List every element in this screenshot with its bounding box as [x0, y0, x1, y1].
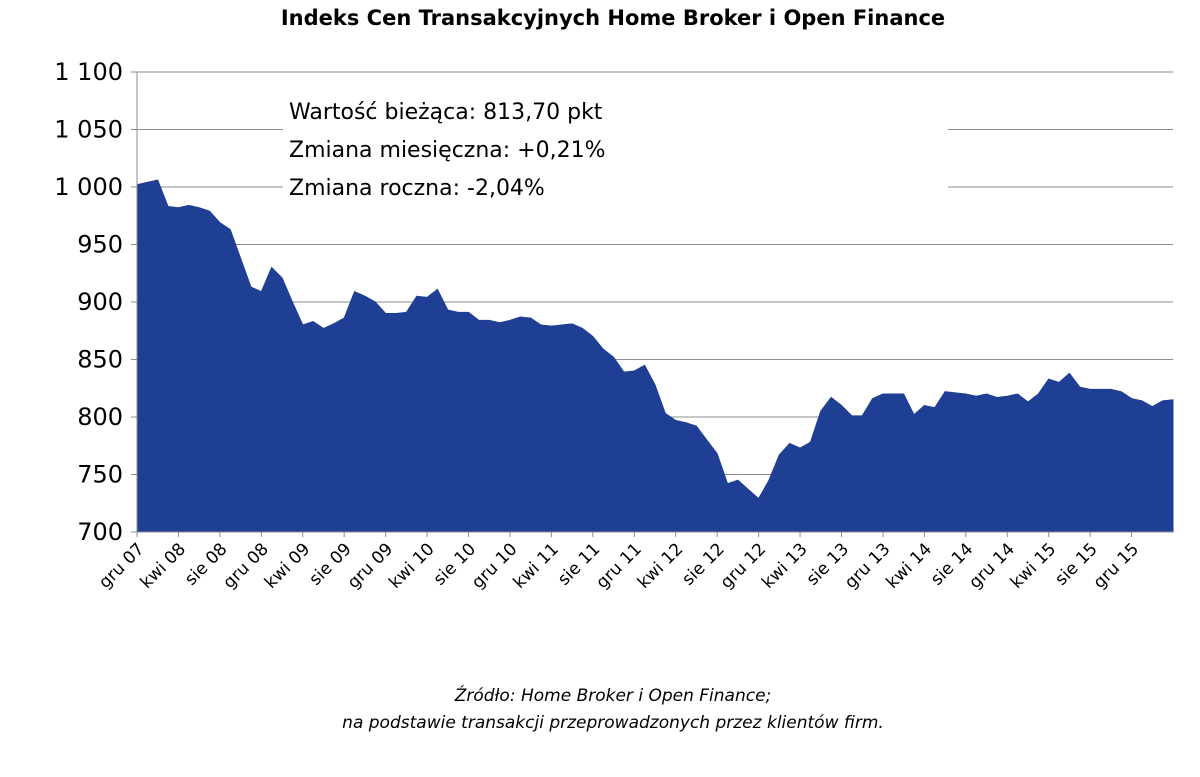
x-tick-label: gru 11 — [592, 539, 645, 592]
x-tick-label: kwi 14 — [882, 539, 935, 592]
x-tick-label: gru 12 — [717, 539, 770, 592]
area-series — [136, 179, 1174, 533]
source-note: Źródło: Home Broker i Open Finance; na p… — [0, 683, 1200, 737]
current-value-annotation: Wartość bieżąca: 813,70 pkt — [289, 100, 603, 125]
x-tick-label: gru 08 — [219, 539, 272, 592]
x-tick-label: gru 13 — [841, 539, 894, 592]
x-tick-label: kwi 09 — [261, 539, 314, 592]
x-tick-label: kwi 12 — [634, 539, 687, 592]
y-tick-label: 1 100 — [54, 58, 123, 86]
x-tick-label: gru 10 — [468, 539, 521, 592]
x-tick-label: gru 09 — [344, 539, 397, 592]
x-tick-label: gru 14 — [965, 539, 1018, 592]
x-tick-label: kwi 15 — [1007, 539, 1060, 592]
axes — [131, 71, 1173, 537]
source-line-2: na podstawie transakcji przeprowadzonych… — [342, 713, 884, 733]
y-axis-labels: 700 750 800 850 900 950 1 000 1 050 1 100 — [54, 58, 123, 546]
x-tick-label: gru 07 — [95, 539, 148, 592]
monthly-change-annotation: Zmiana miesięczna: +0,21% — [289, 138, 606, 163]
y-tick-label: 850 — [77, 346, 123, 374]
y-tick-label: 950 — [77, 231, 123, 259]
x-tick-label: kwi 08 — [137, 539, 190, 592]
annotation-background — [283, 88, 948, 212]
x-tick-label: kwi 10 — [385, 539, 438, 592]
chart-title: Indeks Cen Transakcyjnych Home Broker i … — [280, 6, 946, 30]
x-tick-label: kwi 13 — [758, 539, 811, 592]
y-tick-label: 1 000 — [54, 173, 123, 201]
x-tick-label: kwi 11 — [510, 539, 563, 592]
source-line-1: Źródło: Home Broker i Open Finance; — [454, 686, 772, 706]
annotation-box: Wartość bieżąca: 813,70 pkt Zmiana miesi… — [283, 88, 948, 212]
plot-area — [136, 179, 1174, 533]
yearly-change-annotation: Zmiana roczna: -2,04% — [289, 176, 545, 201]
y-tick-label: 800 — [77, 403, 123, 431]
x-tick-label: gru 15 — [1090, 539, 1143, 592]
y-tick-label: 900 — [77, 288, 123, 316]
y-tick-label: 700 — [77, 518, 123, 546]
y-tick-label: 1 050 — [54, 116, 123, 144]
y-tick-label: 750 — [77, 461, 123, 489]
